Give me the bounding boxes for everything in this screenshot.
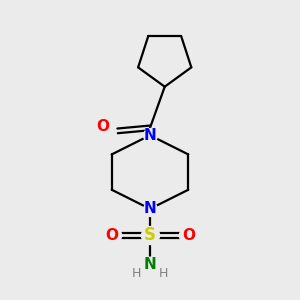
Text: H: H <box>132 267 141 280</box>
Text: H: H <box>159 267 168 280</box>
Text: S: S <box>144 226 156 244</box>
Text: O: O <box>96 119 110 134</box>
Text: N: N <box>144 257 156 272</box>
Text: O: O <box>182 228 195 243</box>
Text: O: O <box>105 228 118 243</box>
Text: N: N <box>144 201 156 216</box>
Text: N: N <box>144 128 156 143</box>
